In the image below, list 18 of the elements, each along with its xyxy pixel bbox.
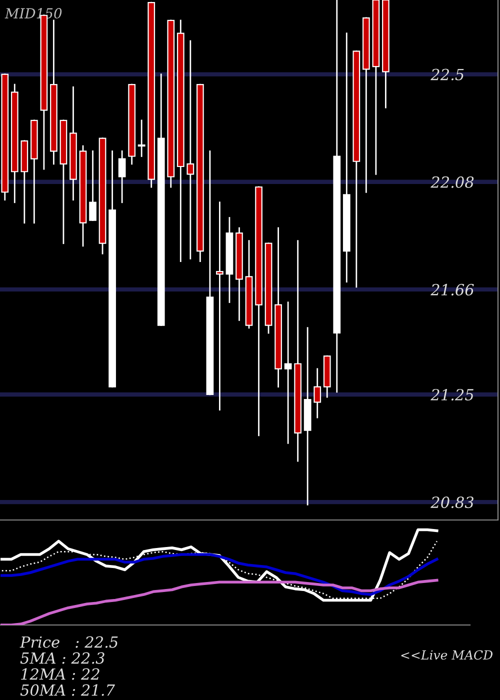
chart-title: MID150 <box>4 8 62 19</box>
text: 50MA : 21.7 <box>20 684 115 696</box>
text: <<Live MACD <box>401 650 492 660</box>
y-tick-label: 21.25 <box>430 388 474 401</box>
candlestick <box>216 202 224 411</box>
text: 5MA : 22.3 <box>20 652 104 664</box>
candlestick <box>118 150 126 204</box>
y-tick-label: 20.83 <box>430 496 474 508</box>
candlestick <box>138 120 146 157</box>
y-tick-label: 21.66 <box>430 284 474 296</box>
y-tick-label: 22.08 <box>430 176 474 188</box>
y-tick-label: 22.5 <box>430 68 464 80</box>
candlestick <box>89 150 96 221</box>
candlestick <box>314 368 322 418</box>
text: 12MA : 22 <box>21 668 100 680</box>
candlestick <box>186 40 194 260</box>
text: Price : 22.5 <box>20 636 118 648</box>
candlestick <box>284 302 292 444</box>
